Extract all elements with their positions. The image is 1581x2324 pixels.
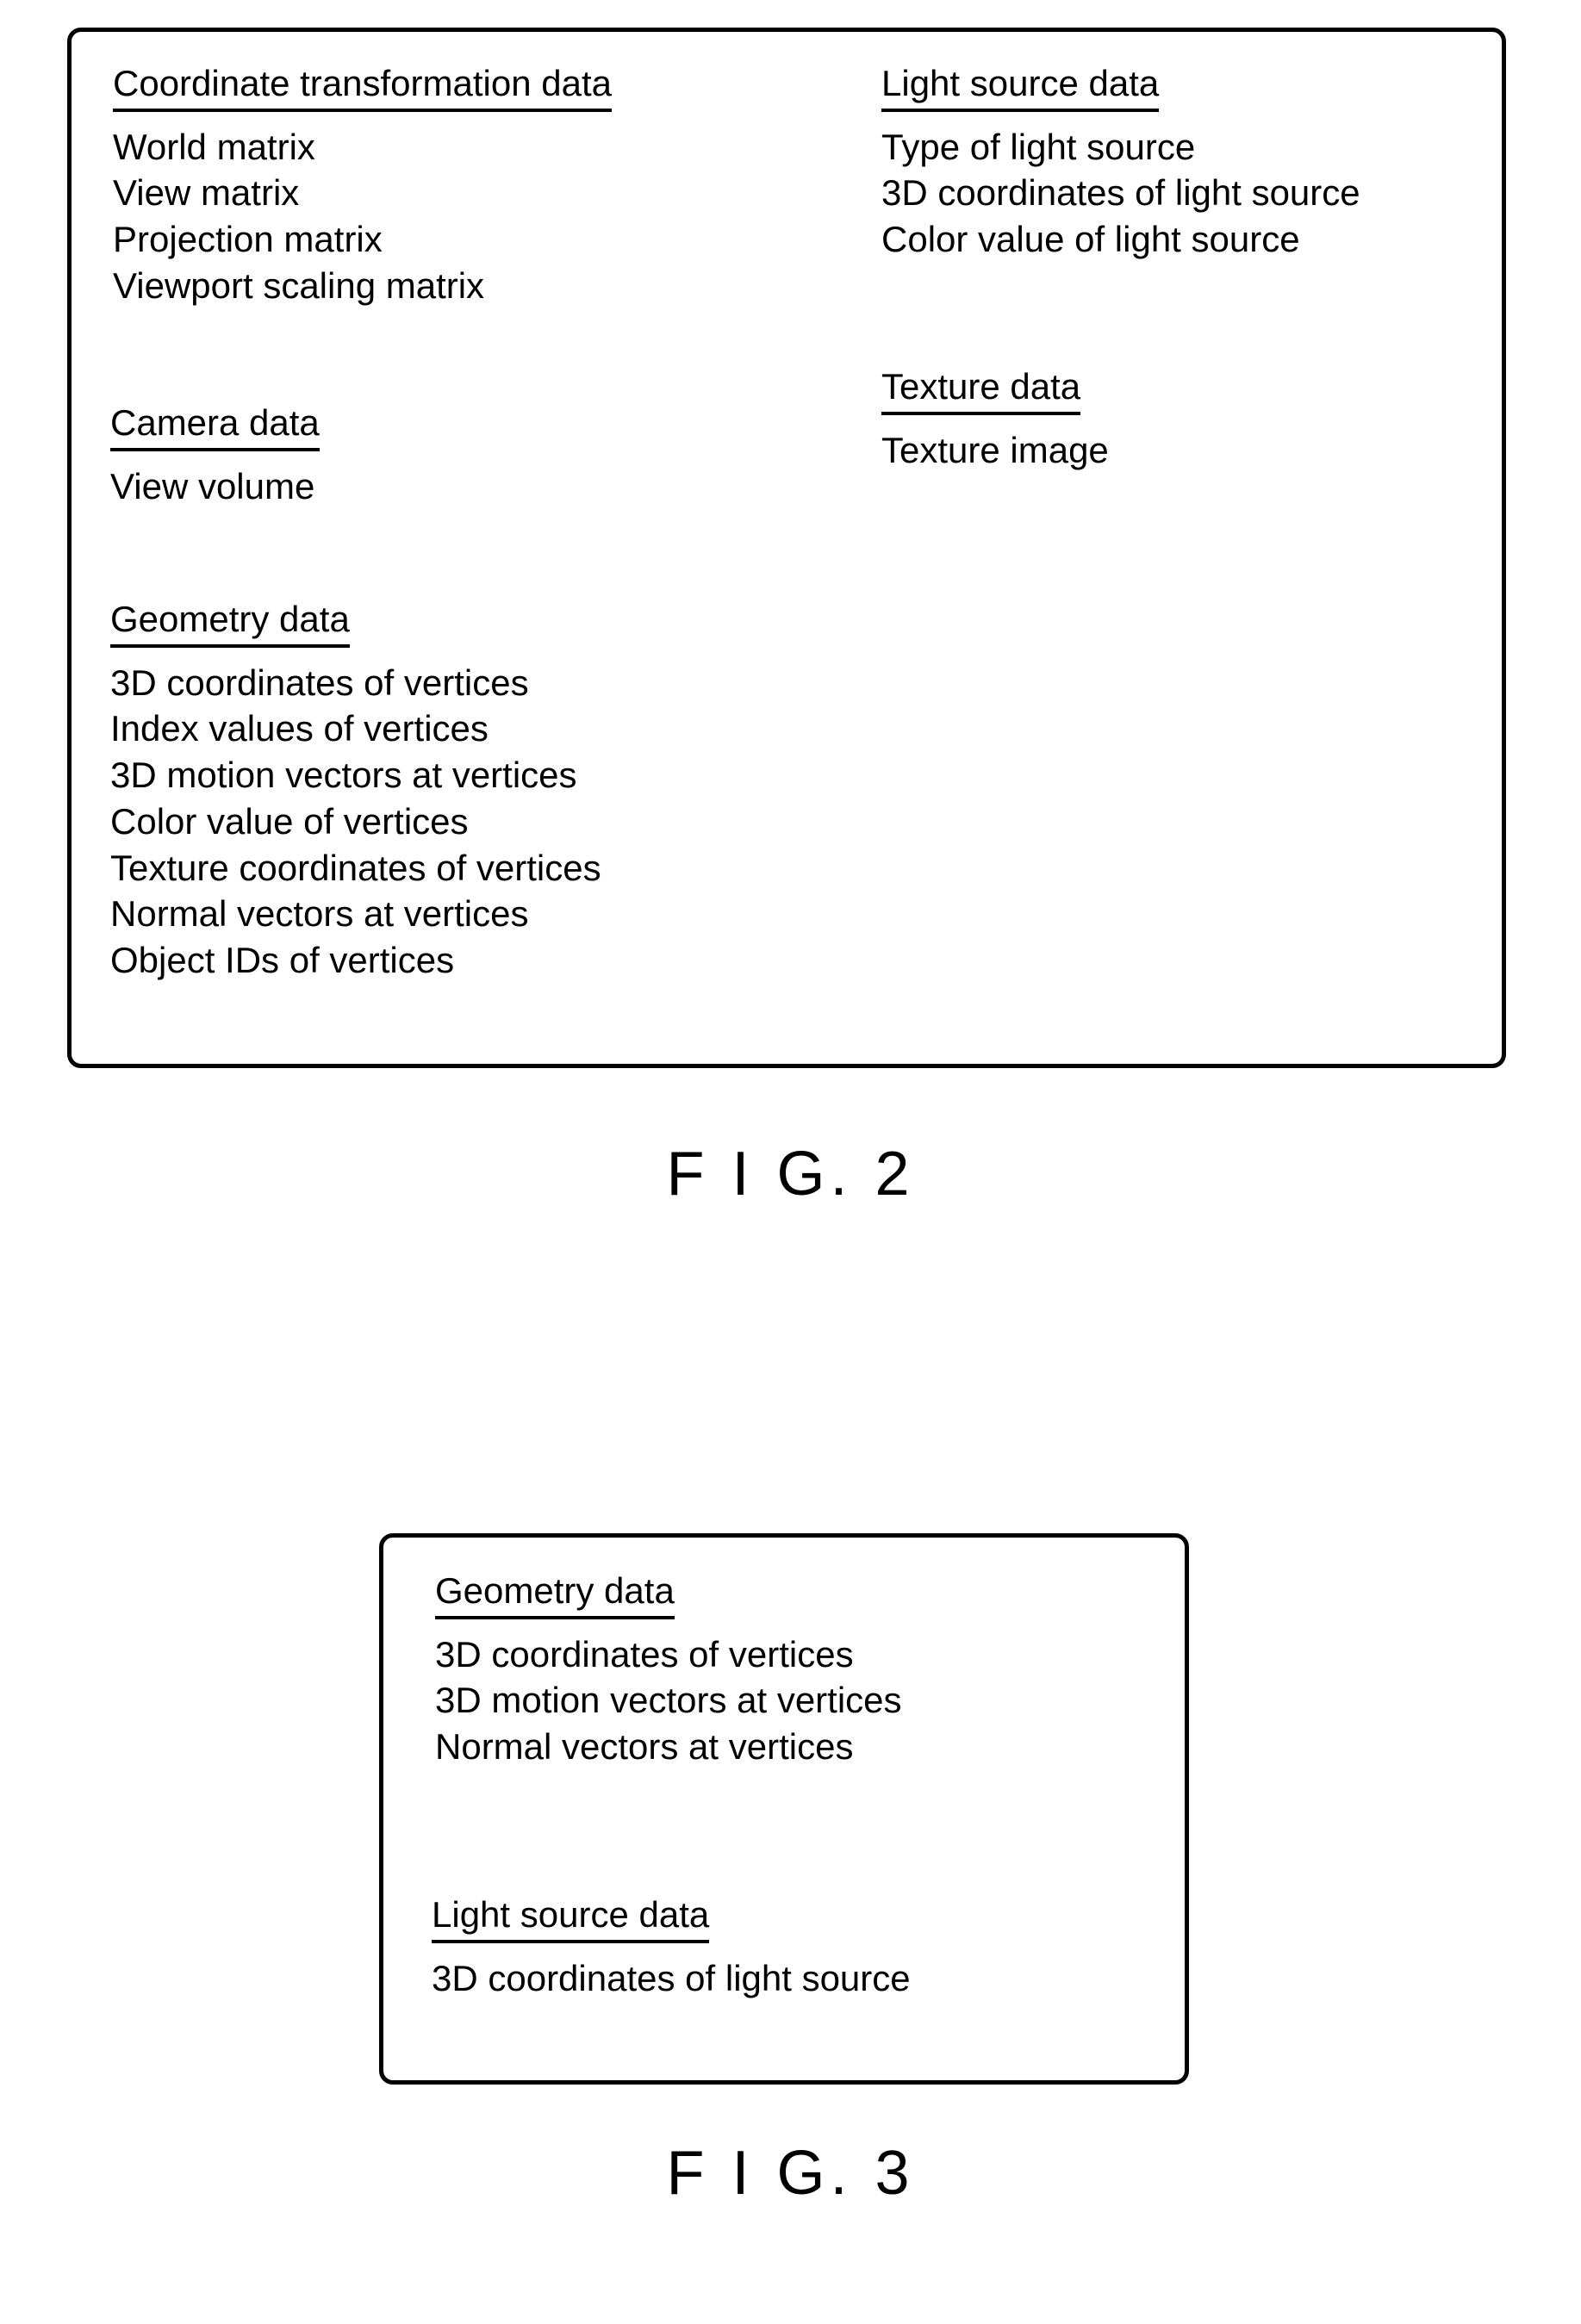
fig2-light-heading: Light source data <box>881 61 1159 112</box>
fig2-coord-heading: Coordinate transformation data <box>113 61 612 112</box>
fig2-caption: F I G. 2 <box>0 1139 1581 1209</box>
fig3-geometry-heading: Geometry data <box>435 1569 675 1619</box>
fig2-light-item-1: 3D coordinates of light source <box>881 170 1360 216</box>
fig2-geometry-item-6: Object IDs of vertices <box>110 937 601 984</box>
fig2-coord-item-0: World matrix <box>113 124 612 171</box>
fig2-section-geometry: Geometry data 3D coordinates of vertices… <box>110 597 601 984</box>
fig2-section-camera: Camera data View volume <box>110 401 320 509</box>
fig3-section-light: Light source data 3D coordinates of ligh… <box>432 1892 911 2001</box>
fig3-geometry-item-1: 3D motion vectors at vertices <box>435 1677 902 1724</box>
fig3-box: Geometry data 3D coordinates of vertices… <box>379 1533 1189 2085</box>
fig3-geometry-item-0: 3D coordinates of vertices <box>435 1631 902 1678</box>
fig2-geometry-item-1: Index values of vertices <box>110 705 601 752</box>
fig2-texture-item-0: Texture image <box>881 427 1109 474</box>
fig2-geometry-heading: Geometry data <box>110 597 350 648</box>
fig2-camera-heading: Camera data <box>110 401 320 451</box>
fig2-section-light: Light source data Type of light source 3… <box>881 61 1360 263</box>
fig2-camera-item-0: View volume <box>110 463 320 510</box>
fig2-box: Coordinate transformation data World mat… <box>67 28 1506 1068</box>
fig2-section-coord: Coordinate transformation data World mat… <box>113 61 612 309</box>
fig3-caption: F I G. 3 <box>0 2138 1581 2209</box>
fig2-section-texture: Texture data Texture image <box>881 364 1109 473</box>
fig2-texture-heading: Texture data <box>881 364 1080 415</box>
fig3-section-geometry: Geometry data 3D coordinates of vertices… <box>435 1569 902 1770</box>
fig2-coord-item-2: Projection matrix <box>113 216 612 263</box>
fig2-geometry-item-3: Color value of vertices <box>110 798 601 845</box>
fig2-coord-item-1: View matrix <box>113 170 612 216</box>
fig2-light-item-0: Type of light source <box>881 124 1360 171</box>
fig2-geometry-item-5: Normal vectors at vertices <box>110 891 601 937</box>
fig2-light-item-2: Color value of light source <box>881 216 1360 263</box>
fig2-geometry-item-4: Texture coordinates of vertices <box>110 845 601 892</box>
fig2-geometry-item-2: 3D motion vectors at vertices <box>110 752 601 798</box>
fig3-light-heading: Light source data <box>432 1892 709 1943</box>
fig2-coord-item-3: Viewport scaling matrix <box>113 263 612 309</box>
fig3-geometry-item-2: Normal vectors at vertices <box>435 1724 902 1770</box>
fig2-geometry-item-0: 3D coordinates of vertices <box>110 660 601 706</box>
fig3-light-item-0: 3D coordinates of light source <box>432 1955 911 2002</box>
